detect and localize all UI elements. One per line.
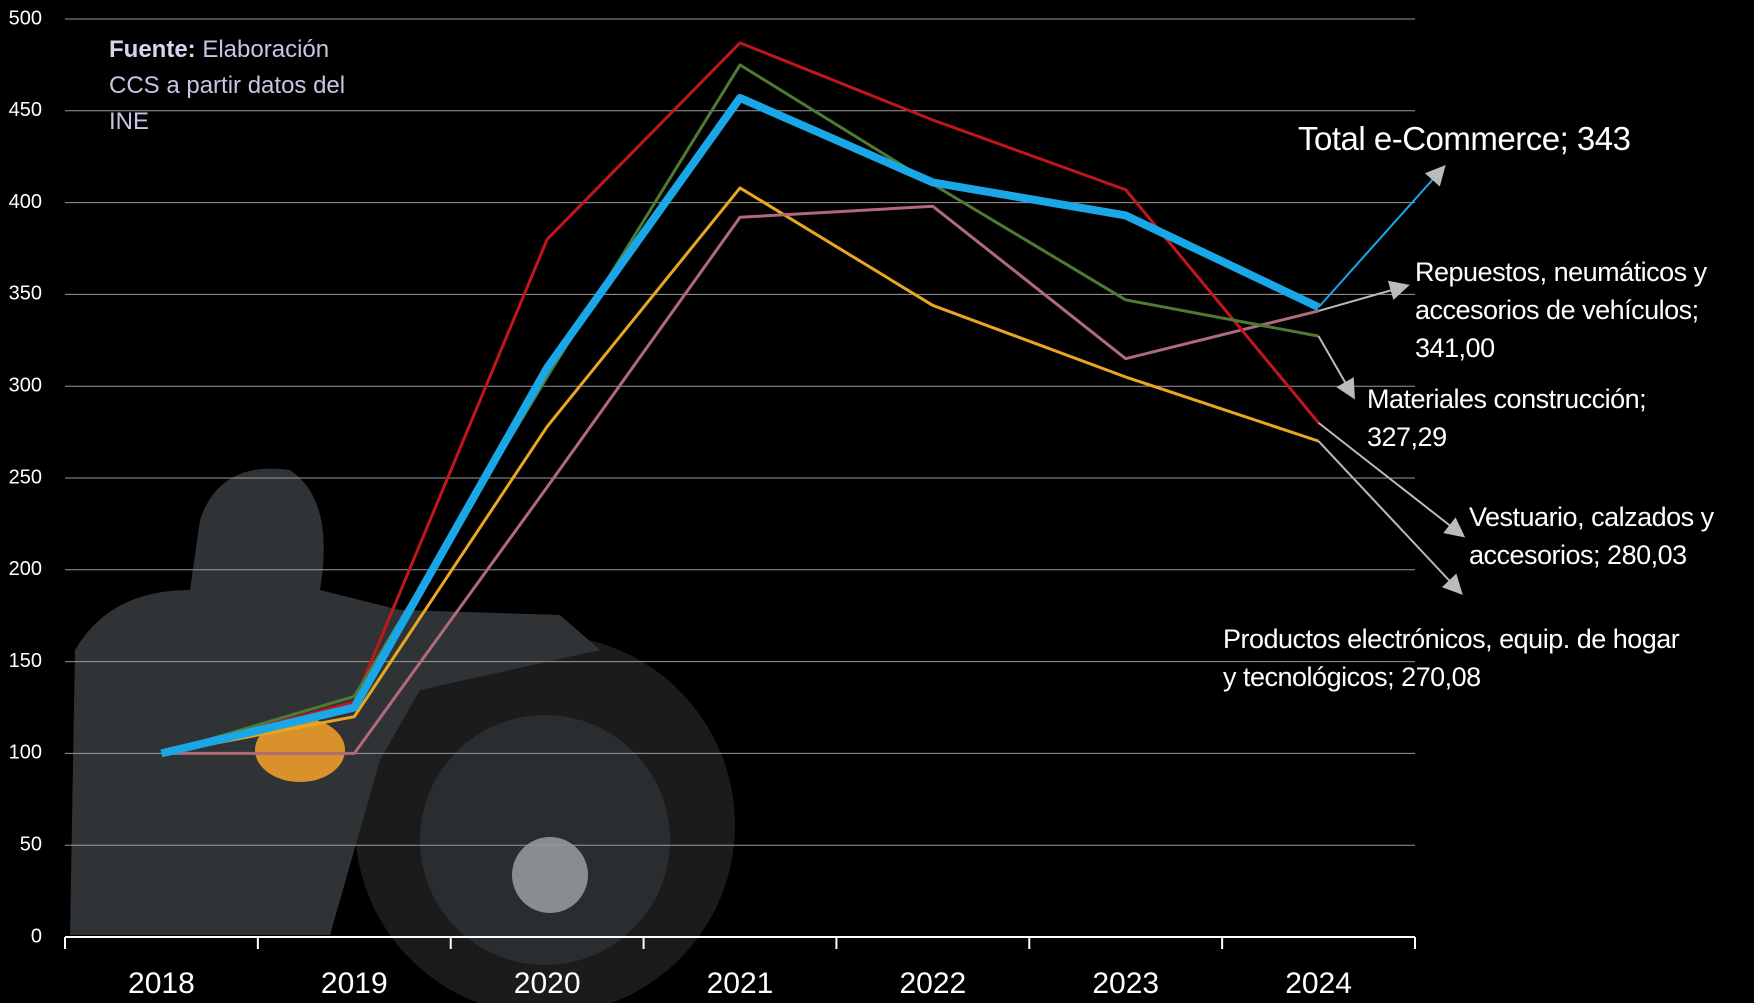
y-tick-label: 0 bbox=[31, 925, 42, 947]
series-label: Productos electrónicos, equip. de hogar … bbox=[1223, 624, 1680, 692]
glove bbox=[255, 718, 345, 782]
series-label: Repuestos, neumáticos y accesorios de ve… bbox=[1415, 257, 1707, 363]
label-arrow bbox=[1317, 165, 1446, 308]
x-tick-label: 2018 bbox=[128, 967, 195, 1000]
y-tick-label: 250 bbox=[9, 466, 42, 488]
y-tick-label: 500 bbox=[9, 7, 42, 29]
series-label: Total e-Commerce; 343 bbox=[1298, 120, 1631, 157]
y-tick-label: 100 bbox=[9, 742, 42, 764]
source: Fuente: Elaboración CCS a partir datos d… bbox=[109, 32, 379, 140]
x-tick-label: 2024 bbox=[1285, 967, 1352, 1000]
x-tick-label: 2020 bbox=[514, 967, 581, 1000]
source-label: Fuente: bbox=[109, 36, 196, 63]
series-label: Vestuario, calzados y accesorios; 280,03 bbox=[1469, 502, 1714, 570]
x-tick-label: 2019 bbox=[321, 967, 388, 1000]
series-line bbox=[161, 204, 1319, 755]
y-tick-label: 300 bbox=[9, 374, 42, 396]
label-arrow bbox=[1318, 280, 1410, 312]
lines-layer bbox=[160, 41, 1466, 758]
label-arrow bbox=[1317, 335, 1355, 400]
label-arrow bbox=[1317, 440, 1463, 595]
y-tick-label: 450 bbox=[9, 99, 42, 121]
series-line bbox=[161, 186, 1320, 755]
series-line bbox=[161, 63, 1319, 755]
illustration bbox=[70, 468, 735, 1003]
series-line bbox=[160, 93, 1321, 758]
hub bbox=[512, 837, 588, 913]
x-tick-label: 2023 bbox=[1092, 967, 1159, 1000]
label-arrow bbox=[1317, 422, 1466, 538]
y-tick-label: 50 bbox=[20, 833, 42, 855]
y-tick-label: 400 bbox=[9, 191, 42, 213]
y-tick-label: 350 bbox=[9, 283, 42, 305]
y-tick-label: 200 bbox=[9, 558, 42, 580]
series-label: Materiales construcción; 327,29 bbox=[1367, 384, 1647, 452]
x-tick-label: 2021 bbox=[707, 967, 774, 1000]
source-text: Elaboración CCS a partir datos del INE bbox=[109, 36, 346, 135]
x-tick-label: 2022 bbox=[899, 967, 966, 1000]
y-tick-label: 150 bbox=[9, 650, 42, 672]
